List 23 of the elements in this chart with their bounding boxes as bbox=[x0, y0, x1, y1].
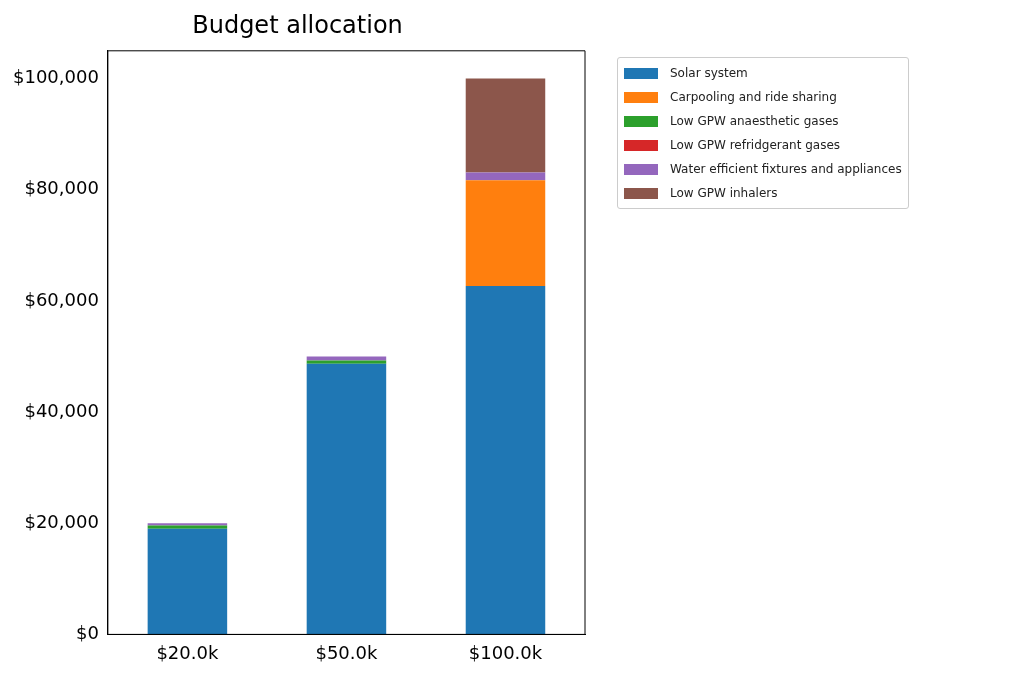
bar bbox=[306, 360, 387, 364]
legend-label: Solar system bbox=[670, 66, 748, 80]
bar bbox=[465, 180, 546, 286]
bar bbox=[306, 363, 387, 635]
chart-title: Budget allocation bbox=[192, 10, 403, 39]
legend-label: Carpooling and ride sharing bbox=[670, 90, 837, 104]
bar bbox=[147, 528, 228, 635]
y-tick-label: $100,000 bbox=[13, 66, 99, 88]
bar bbox=[306, 356, 387, 361]
legend-label: Water efficient fixtures and appliances bbox=[670, 162, 902, 176]
y-tick-label: $20,000 bbox=[24, 510, 99, 532]
x-tick-label: $20.0k bbox=[156, 641, 219, 663]
y-tick-label: $0 bbox=[75, 622, 99, 644]
legend-label: Low GPW refridgerant gases bbox=[670, 138, 841, 152]
legend-label: Low GPW inhalers bbox=[670, 186, 778, 200]
y-tick-label: $80,000 bbox=[24, 177, 99, 199]
bar bbox=[465, 78, 546, 173]
y-tick-label: $60,000 bbox=[24, 288, 99, 310]
x-tick-label: $50.0k bbox=[315, 641, 378, 663]
y-tick-label: $40,000 bbox=[24, 399, 99, 421]
bar bbox=[465, 285, 546, 635]
x-tick-label: $100.0k bbox=[468, 641, 543, 663]
legend-label: Low GPW anaesthetic gases bbox=[670, 114, 839, 128]
